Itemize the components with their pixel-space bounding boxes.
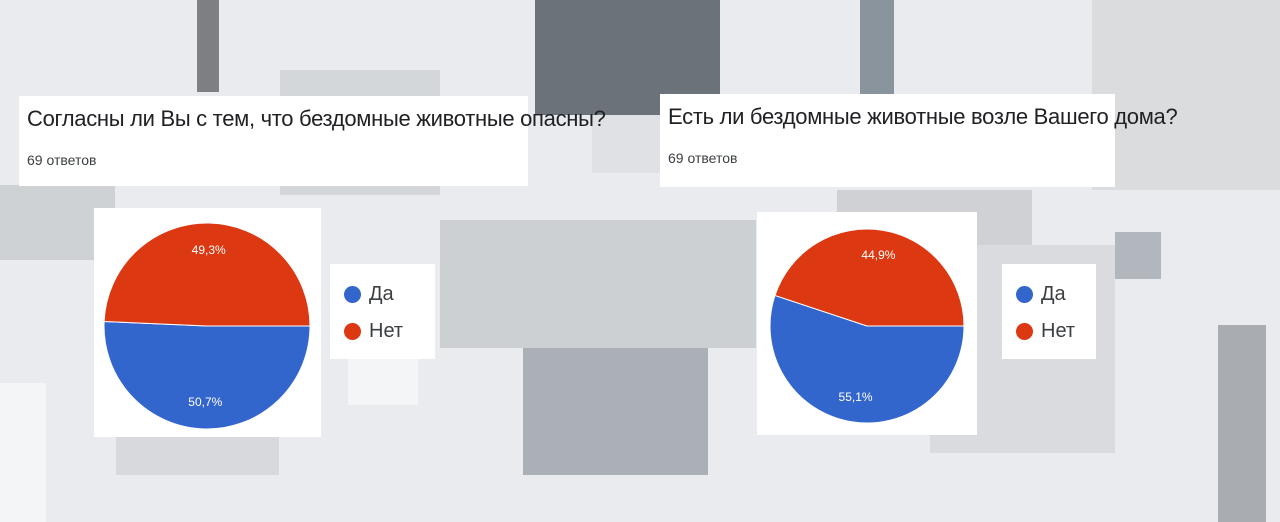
question-card-2: Есть ли бездомные животные возле Вашего … [660, 94, 1178, 187]
legend-label: Да [369, 282, 394, 305]
bg-block [440, 220, 756, 348]
slice-percent-label: 50,7% [188, 395, 222, 409]
legend-label: Нет [1041, 319, 1076, 342]
legend-label: Нет [369, 319, 404, 342]
response-count: 69 ответов [27, 152, 97, 168]
pie-chart-2: 55,1% 44,9% [769, 228, 965, 424]
bg-block [348, 355, 418, 405]
legend-item-yes: Да [1016, 282, 1066, 306]
pie-chart-1: 50,7% 49,3% [103, 222, 311, 430]
pie-chart-panel-1: 50,7% 49,3% [94, 208, 321, 437]
slice-percent-label: 49,3% [192, 243, 226, 257]
pie-slice-no [103, 222, 311, 327]
legend-item-no: Нет [344, 319, 403, 343]
question-title: Согласны ли Вы с тем, что бездомные живо… [27, 106, 606, 131]
legend-2: Да Нет [1002, 264, 1096, 359]
slice-percent-label: 55,1% [839, 390, 873, 404]
legend-item-yes: Да [344, 282, 394, 306]
bg-block [523, 348, 708, 475]
legend-swatch-no [1016, 322, 1033, 340]
bg-block [116, 437, 279, 475]
pie-slice-yes [769, 294, 965, 424]
bg-block [1218, 325, 1266, 522]
response-count: 69 ответов [668, 150, 738, 166]
slice-percent-label: 44,9% [861, 248, 895, 262]
bg-block [0, 383, 46, 522]
legend-swatch-yes [1016, 285, 1033, 303]
legend-swatch-yes [344, 285, 361, 303]
legend-label: Да [1041, 282, 1066, 305]
legend-1: Да Нет [330, 264, 435, 359]
question-title: Есть ли бездомные животные возле Вашего … [668, 104, 1178, 129]
pie-slice-no [774, 228, 965, 327]
legend-item-no: Нет [1016, 319, 1075, 343]
bg-block [1092, 0, 1280, 190]
pie-slice-yes [103, 320, 311, 430]
bg-block [1115, 232, 1161, 279]
bg-block [197, 0, 219, 92]
legend-swatch-no [344, 322, 361, 340]
pie-chart-panel-2: 55,1% 44,9% [757, 212, 977, 435]
question-card-1: Согласны ли Вы с тем, что бездомные живо… [19, 96, 606, 186]
bg-block [860, 0, 894, 95]
